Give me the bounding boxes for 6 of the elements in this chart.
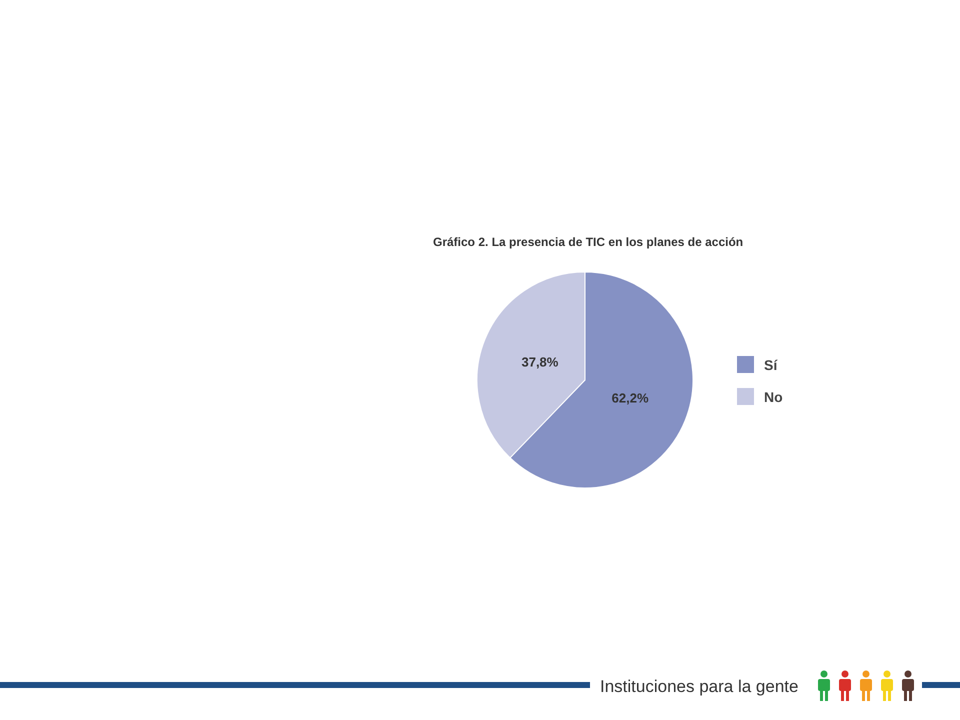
chart-title: Gráfico 2. La presencia de TIC en los planes de acción xyxy=(433,235,744,249)
text: Instituciones para la gente xyxy=(600,677,798,696)
data-label: 62,2% xyxy=(612,390,649,406)
legend-label: No xyxy=(764,389,783,405)
legend-label: Sí xyxy=(764,357,778,373)
data-label: 37,8% xyxy=(521,354,559,370)
